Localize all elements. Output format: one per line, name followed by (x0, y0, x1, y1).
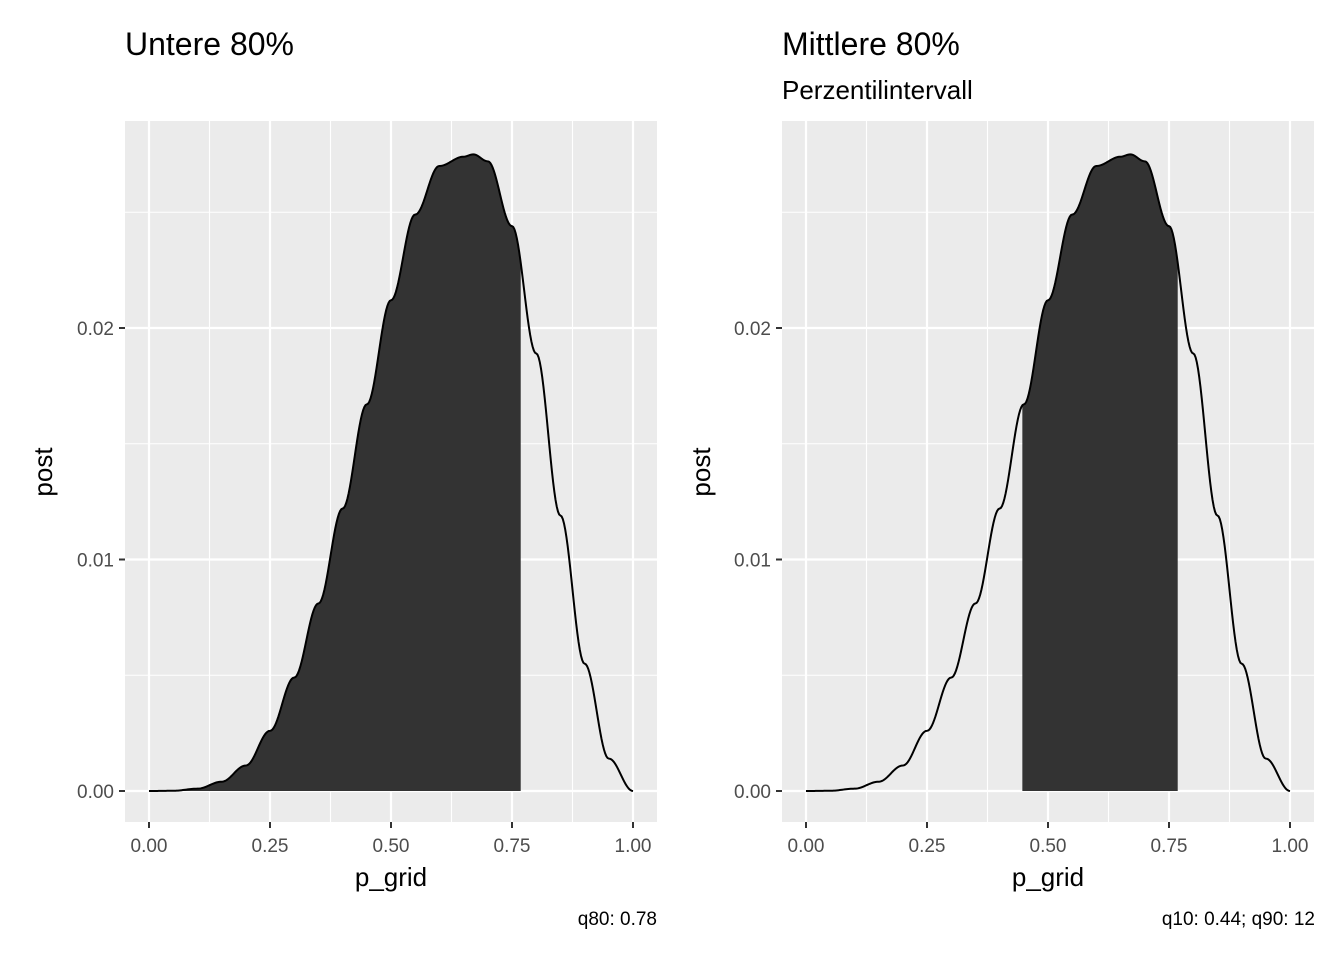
chart-caption: q80: 0.78 (578, 909, 657, 930)
x-tick-label: 0.75 (494, 836, 531, 857)
y-tick-label: 0.01 (77, 551, 114, 572)
plot-panel: 0.00 0.25 0.50 0.75 1.00 0.00 0.01 0.02 (77, 121, 657, 857)
chart-title: Untere 80% (125, 26, 294, 62)
y-tick-label: 0.00 (734, 782, 771, 803)
y-axis-title: post (686, 447, 716, 497)
density-curve (149, 153, 634, 792)
chart-left: Untere 80% 0.00 0.25 0.50 0.75 1.000.000.010… (28, 26, 657, 930)
plot-panel: 0.00 0.25 0.50 0.75 1.00 0.00 0.01 0.02 (734, 121, 1314, 857)
x-tick-label: 0.50 (373, 836, 410, 857)
y-tick-label: 0.02 (77, 319, 114, 340)
y-axis-title: post (28, 447, 58, 497)
y-tick-label: 0.00 (77, 782, 114, 803)
x-tick-label: 1.00 (615, 836, 652, 857)
x-tick-label: 0.25 (252, 836, 289, 857)
y-tick-label: 0.01 (734, 551, 771, 572)
x-tick-label: 0.00 (131, 836, 168, 857)
shaded-interval-area (149, 154, 521, 791)
chart-caption: q10: 0.44; q90: 12 (1162, 909, 1315, 930)
y-tick-label: 0.02 (734, 319, 771, 340)
x-axis-title: p_grid (1012, 862, 1084, 892)
chart-title: Mittlere 80% (782, 26, 960, 62)
x-tick-label: 0.00 (788, 836, 825, 857)
chart-right: Mittlere 80% Perzentilintervall 0.00 0.25… (686, 26, 1315, 930)
x-axis-title: p_grid (355, 862, 427, 892)
x-tick-label: 0.25 (909, 836, 946, 857)
x-tick-label: 0.50 (1030, 836, 1067, 857)
chart-subtitle: Perzentilintervall (782, 75, 973, 105)
shaded-interval-area (1022, 154, 1178, 791)
density-curve (806, 153, 1291, 792)
x-tick-label: 0.75 (1151, 836, 1188, 857)
x-tick-label: 1.00 (1272, 836, 1309, 857)
